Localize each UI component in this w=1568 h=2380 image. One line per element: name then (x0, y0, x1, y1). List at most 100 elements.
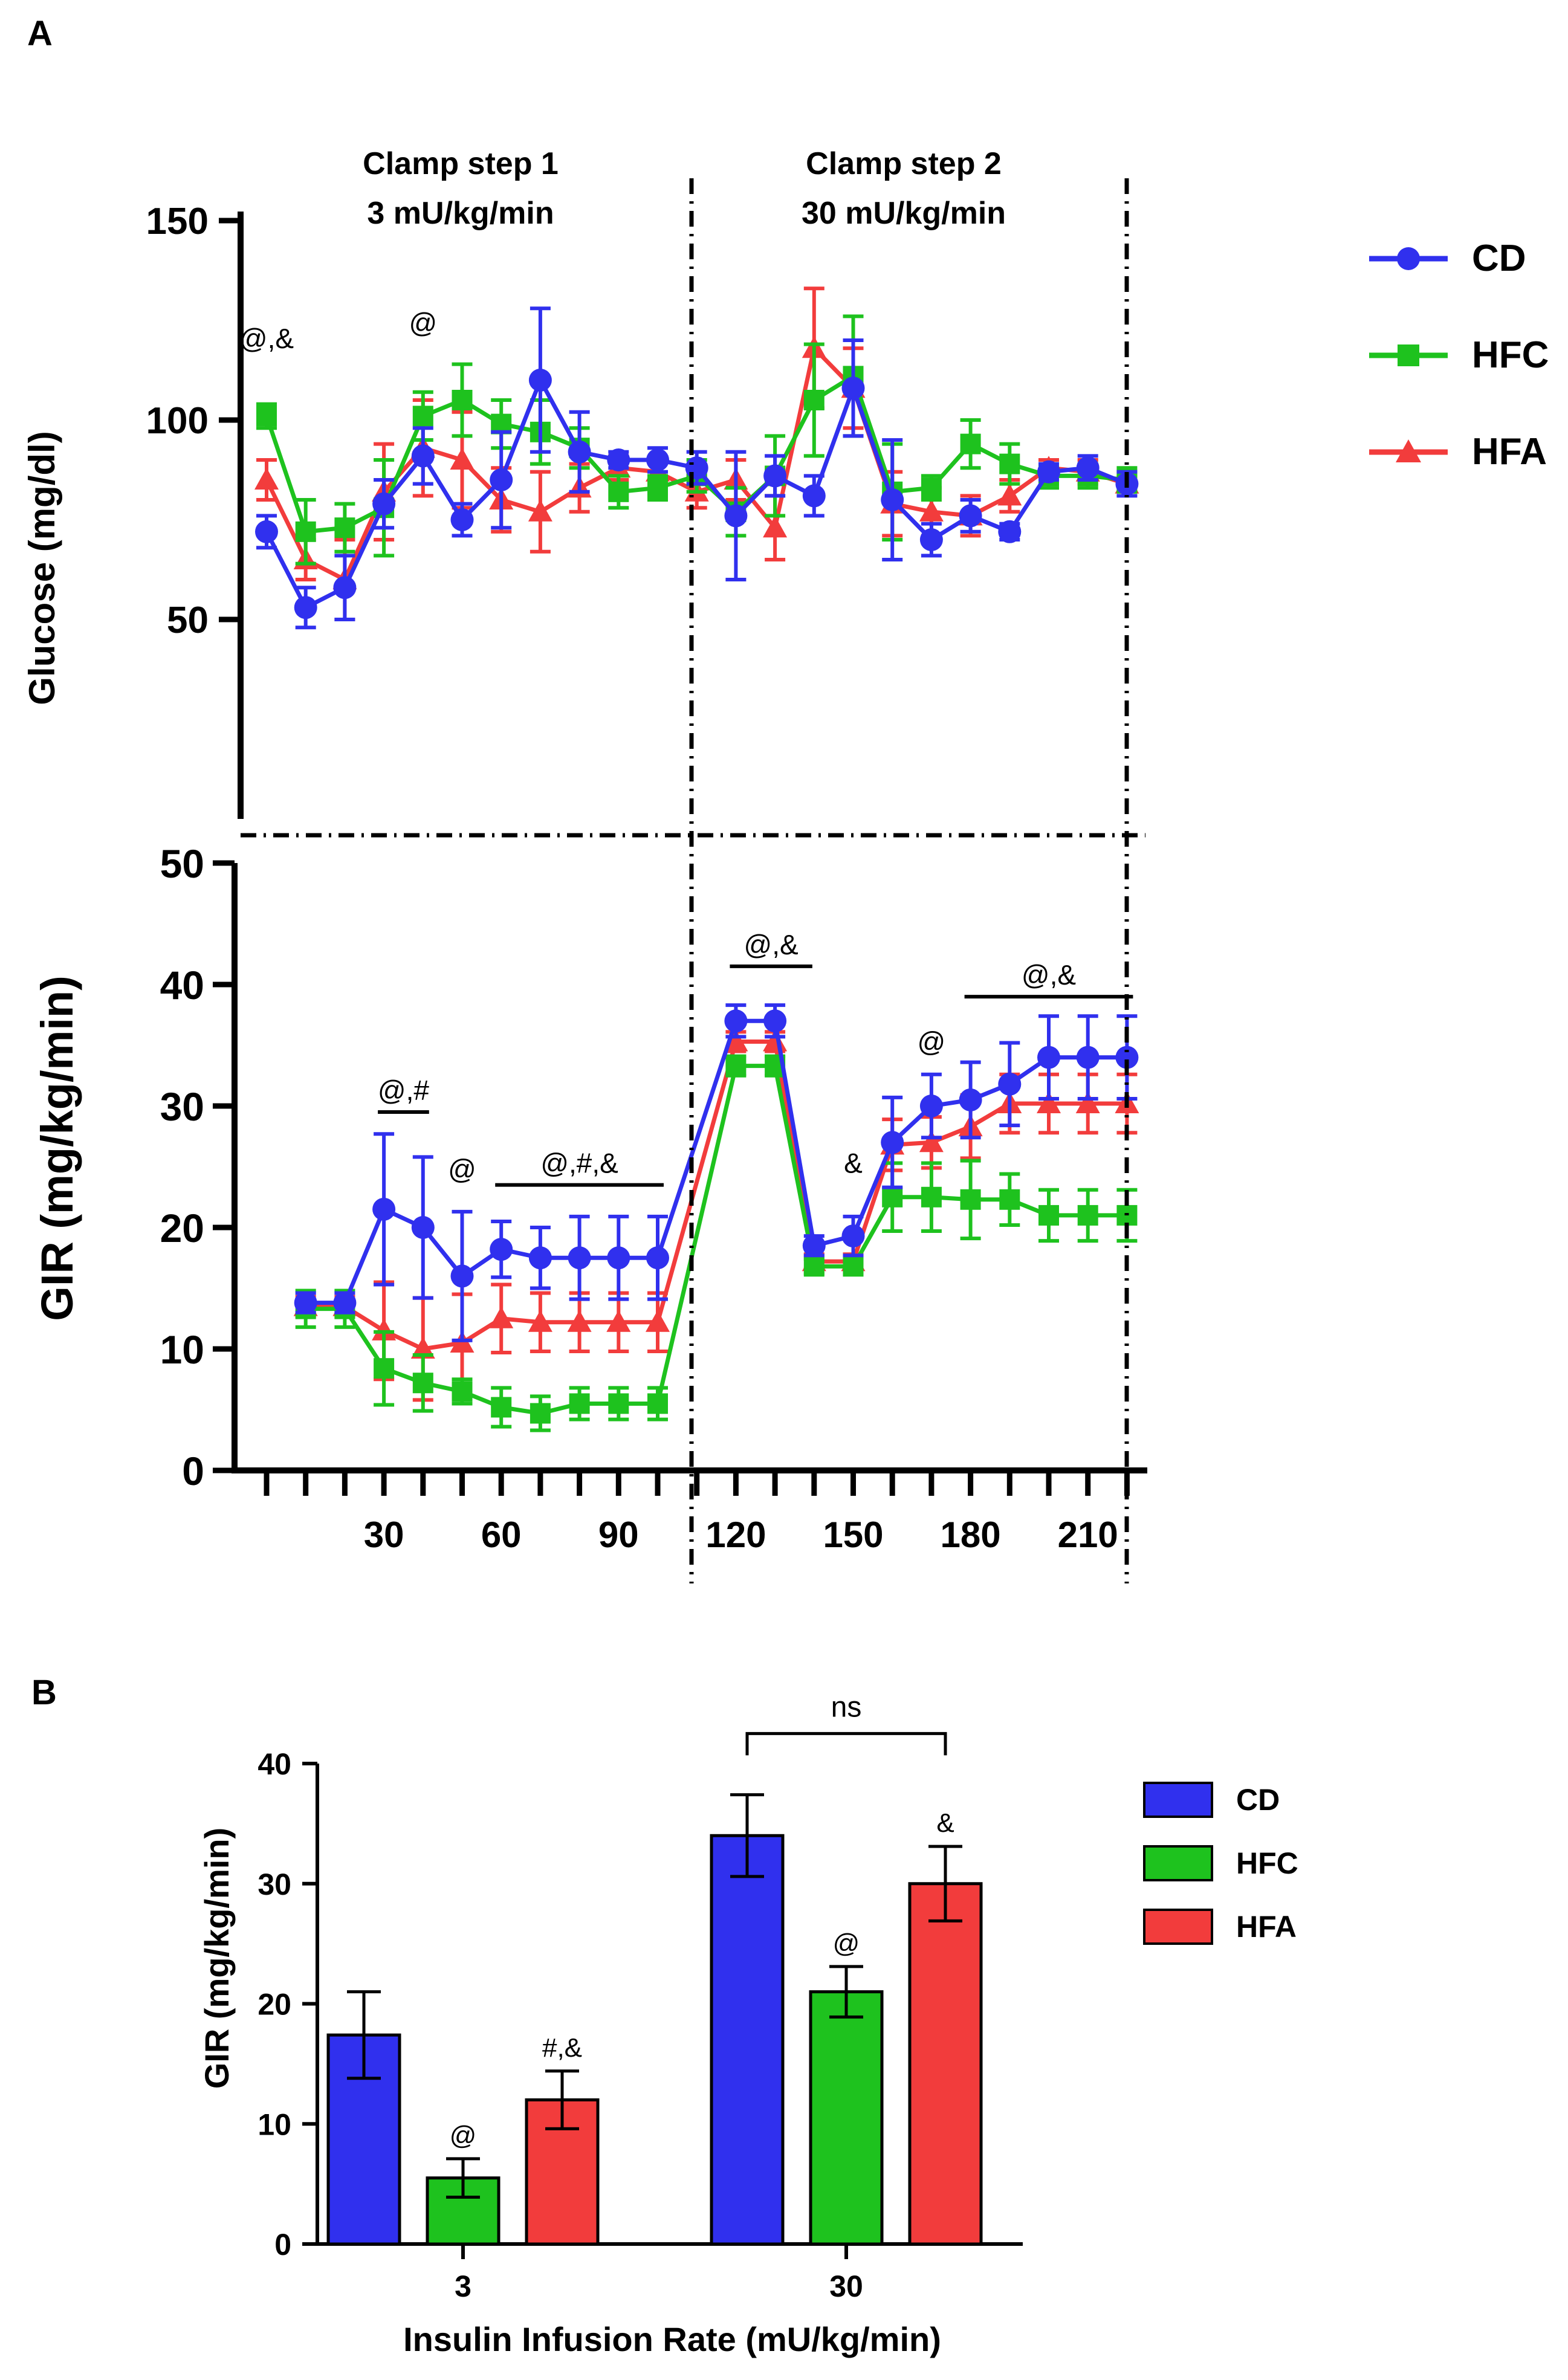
gir-point-hfc (412, 1373, 433, 1394)
gir-point-cd (450, 1264, 474, 1288)
glucose-plot: 50 100 150 @,& @ (146, 201, 1139, 819)
gir-y-tick-label: 10 (160, 1327, 204, 1372)
glucose-point-cd (1076, 456, 1100, 480)
glucose-point-cd (724, 504, 748, 528)
legend-b-item-cd: CD (1143, 1782, 1280, 1818)
gir-point-hfc (1038, 1205, 1059, 1226)
gir-time-y-axis-title: GIR (mg/kg/min) (32, 975, 82, 1321)
bar-y-tick-label: 30 (258, 1867, 291, 1901)
gir-point-cd (372, 1197, 396, 1221)
legend-a-item-hfa: HFA (1369, 431, 1547, 473)
legend-b-hfc-swatch (1143, 1845, 1213, 1881)
glucose-point-hfc (452, 390, 473, 410)
gir-point-hfa (372, 1318, 397, 1340)
glucose-point-cd (568, 440, 591, 464)
gir-point-cd (881, 1131, 904, 1154)
gir-y-tick-label: 30 (160, 1084, 204, 1129)
glucose-point-cd (372, 492, 396, 516)
glucose-point-cd (959, 504, 982, 528)
gir-x-tick-label: 120 (705, 1515, 766, 1555)
bar-ns-label: ns (831, 1691, 862, 1723)
glucose-point-hfc (803, 390, 824, 410)
gir-point-hfc (569, 1393, 590, 1414)
gir-point-hfa (606, 1310, 631, 1332)
gir-point-cd (490, 1238, 513, 1261)
glucose-point-hfa (763, 516, 788, 538)
gir-point-cd (1115, 1046, 1139, 1069)
gir-point-hfa (567, 1310, 592, 1332)
gir-bar-plot: 0 10 20 30 40 3 30 @ #,& @ & ns (258, 1691, 1023, 2303)
legend-panel-b: CD HFC HFA (1143, 1782, 1298, 1945)
gir-point-hfc (491, 1397, 512, 1418)
bar-x-tick-label: 3 (455, 2269, 471, 2303)
bar-hfa-30 (908, 1882, 983, 2246)
legend-b-cd-swatch (1143, 1782, 1213, 1818)
gir-point-cd (1037, 1046, 1060, 1069)
panel-b-label: B (31, 1673, 57, 1712)
gir-point-cd (607, 1246, 630, 1270)
gir-y-tick-label: 0 (182, 1449, 204, 1493)
gir-point-hfa (528, 1310, 552, 1332)
gir-x-tick-label: 210 (1058, 1515, 1118, 1555)
gir-significance-label: @,& (1022, 959, 1076, 991)
gir-point-cd (1076, 1046, 1100, 1069)
glucose-point-cd (528, 369, 552, 392)
glucose-point-hfa (254, 468, 279, 490)
glucose-point-cd (450, 508, 474, 531)
gir-point-hfc (882, 1186, 903, 1208)
gir-x-tick-label: 180 (941, 1515, 1001, 1555)
gir-significance-label: @,& (744, 929, 799, 960)
gir-point-hfa (1075, 1091, 1100, 1113)
glucose-series-cd (255, 306, 1139, 630)
bar-y-axis-title: GIR (mg/kg/min) (198, 1828, 236, 2089)
gir-point-cd (294, 1291, 317, 1314)
gir-point-cd (528, 1246, 552, 1270)
gir-significance-label: & (844, 1148, 863, 1179)
bar-significance-label: & (936, 1808, 954, 1838)
gir-time-plot: 0 10 20 30 40 50 30 60 90 120 150 180 210 @,# @ @,#,& @,… (160, 841, 1147, 1555)
gir-point-cd (646, 1246, 669, 1270)
gir-point-hfc (608, 1393, 629, 1414)
glucose-point-cd (607, 448, 630, 471)
gir-point-hfa (646, 1310, 670, 1332)
gir-point-cd (411, 1216, 435, 1239)
glucose-point-cd (802, 484, 826, 508)
gir-point-cd (919, 1095, 943, 1117)
glucose-point-cd (411, 444, 435, 468)
clamp-step-1-rate: 3 mU/kg/min (367, 196, 554, 231)
glucose-point-cd (490, 468, 513, 491)
glucose-point-hfa (528, 499, 552, 522)
gir-series-cd (294, 1003, 1139, 1342)
glucose-point-hfc (256, 406, 277, 427)
gir-point-cd (724, 1009, 748, 1033)
gir-point-cd (568, 1246, 591, 1270)
legend-a-item-cd: CD (1369, 238, 1526, 279)
bar-significance-label: @ (833, 1929, 860, 1958)
glucose-y-tick-label: 50 (167, 600, 209, 641)
glucose-point-hfc (647, 477, 668, 499)
glucose-significance-label: @,& (239, 323, 294, 354)
gir-point-hfc (921, 1186, 942, 1208)
bar-y-tick-label: 10 (258, 2107, 291, 2141)
gir-point-hfa (919, 1130, 944, 1153)
gir-point-hfc (803, 1256, 824, 1277)
glucose-point-cd (333, 576, 357, 600)
gir-point-hfc (452, 1381, 473, 1402)
gir-x-tick-label: 30 (364, 1515, 404, 1555)
glucose-point-cd (919, 528, 943, 551)
legend-b-item-hfc: HFC (1143, 1845, 1298, 1881)
legend-panel-a: CD HFC HFA (1369, 238, 1549, 473)
glucose-point-hfc (334, 517, 355, 538)
legend-b-hfc-label: HFC (1236, 1846, 1298, 1880)
glucose-significance-label: @ (409, 307, 437, 338)
gir-point-cd (998, 1072, 1022, 1096)
gir-point-hfc (647, 1393, 668, 1414)
glucose-point-cd (255, 520, 278, 543)
gir-y-tick-label: 50 (160, 841, 204, 886)
legend-b-hfa-label: HFA (1236, 1910, 1297, 1944)
gir-significance-label: @ (918, 1026, 946, 1058)
legend-b-cd-label: CD (1236, 1783, 1280, 1817)
glucose-point-cd (646, 448, 669, 471)
bar-y-tick-label: 0 (274, 2228, 291, 2262)
